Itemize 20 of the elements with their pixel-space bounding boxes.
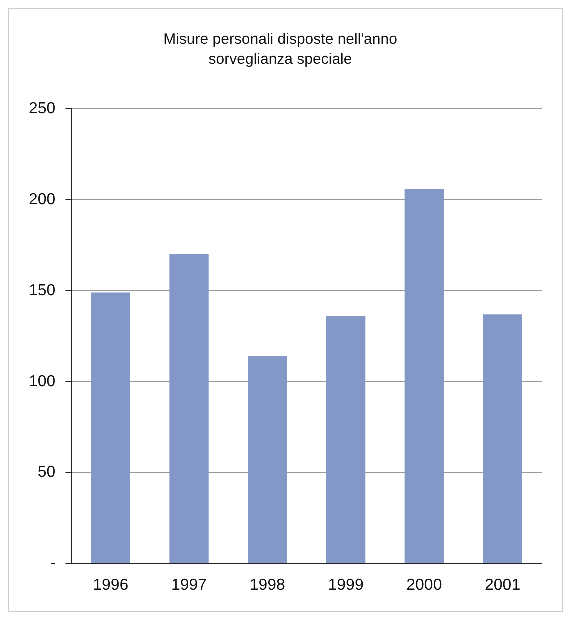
x-tick-label: 1999 (328, 576, 364, 594)
y-tick-label: - (50, 555, 56, 572)
bar (483, 314, 522, 564)
y-tick-label: 100 (28, 373, 56, 390)
bar (326, 316, 366, 564)
chart-title: Misure personali disposte nell'anno (164, 31, 398, 48)
bar (170, 254, 209, 564)
y-tick-label: 150 (28, 282, 56, 300)
x-tick-label: 1997 (171, 576, 208, 594)
y-tick-label: 50 (38, 464, 56, 482)
x-tick-label: 1996 (93, 576, 129, 594)
x-tick-label: 1998 (250, 576, 286, 594)
y-tick-label: 250 (28, 100, 56, 118)
x-tick-label: 2000 (406, 576, 442, 594)
bar (91, 292, 130, 564)
chart-subtitle: sorveglianza speciale (208, 51, 352, 68)
x-tick-label: 2001 (485, 576, 521, 594)
bar (404, 189, 444, 564)
bar (248, 356, 288, 564)
y-tick-label: 200 (28, 191, 56, 208)
